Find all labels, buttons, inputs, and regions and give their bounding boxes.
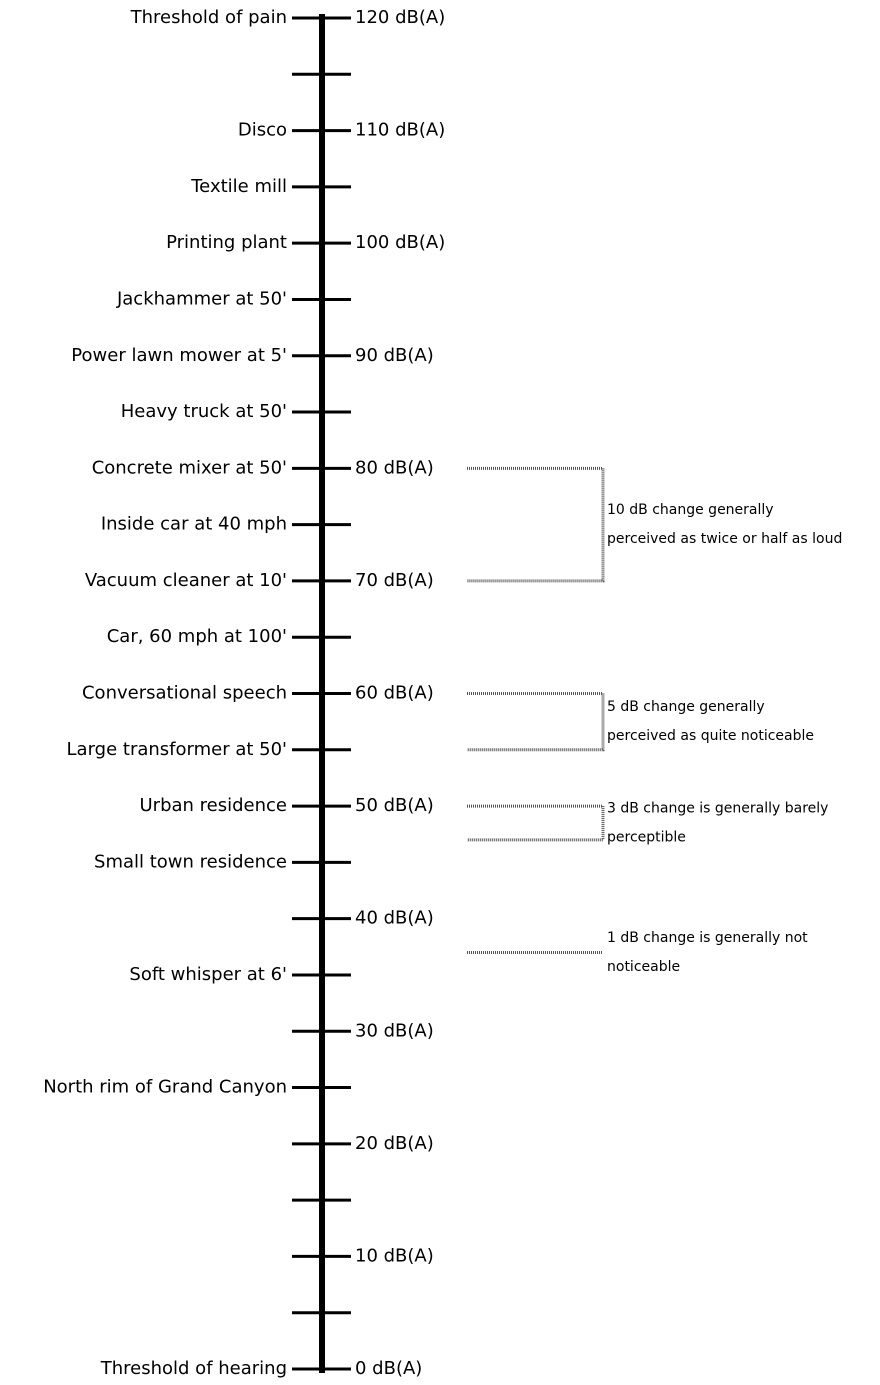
bracket-note: perceived as quite noticeable <box>607 728 814 744</box>
source-label: Vacuum cleaner at 10' <box>85 570 287 591</box>
level-label: 20 dB(A) <box>355 1133 434 1154</box>
source-label: Textile mill <box>190 176 287 197</box>
level-label: 60 dB(A) <box>355 683 434 704</box>
source-label: North rim of Grand Canyon <box>43 1077 287 1098</box>
bracket-note: noticeable <box>607 959 680 975</box>
bracket-note: 5 dB change generally <box>607 699 765 715</box>
bracket-note: perceptible <box>607 829 686 845</box>
source-label: Jackhammer at 50' <box>116 288 287 309</box>
bracket <box>467 692 605 752</box>
level-label: 10 dB(A) <box>355 1245 434 1266</box>
source-label: Power lawn mower at 5' <box>71 345 287 366</box>
source-label: Conversational speech <box>82 683 287 704</box>
source-label: Small town residence <box>94 851 287 872</box>
source-label: Soft whisper at 6' <box>129 964 287 985</box>
level-label: 0 dB(A) <box>355 1358 422 1379</box>
source-label: Threshold of pain <box>130 7 287 28</box>
bracket <box>467 804 605 842</box>
bracket-note: perceived as twice or half as loud <box>607 531 842 547</box>
source-label: Threshold of hearing <box>100 1358 287 1379</box>
level-label: 100 dB(A) <box>355 232 445 253</box>
level-label: 70 dB(A) <box>355 570 434 591</box>
source-label: Printing plant <box>166 232 287 253</box>
bracket-note: 3 dB change is generally barely <box>607 800 828 816</box>
level-label: 80 dB(A) <box>355 457 434 478</box>
bracket-note: 1 dB change is generally not <box>607 930 808 946</box>
bracket <box>467 466 605 583</box>
level-label: 110 dB(A) <box>355 120 445 141</box>
source-label: Concrete mixer at 50' <box>92 457 287 478</box>
level-label: 30 dB(A) <box>355 1020 434 1041</box>
level-label: 90 dB(A) <box>355 345 434 366</box>
level-label: 40 dB(A) <box>355 908 434 929</box>
source-label: Disco <box>238 120 287 141</box>
level-label: 120 dB(A) <box>355 7 445 28</box>
source-label: Heavy truck at 50' <box>121 401 287 422</box>
source-label: Urban residence <box>140 795 288 816</box>
bracket-note: 10 dB change generally <box>607 502 774 518</box>
level-label: 50 dB(A) <box>355 795 434 816</box>
source-label: Large transformer at 50' <box>67 739 287 760</box>
source-label: Car, 60 mph at 100' <box>107 626 287 647</box>
source-label: Inside car at 40 mph <box>101 514 287 535</box>
